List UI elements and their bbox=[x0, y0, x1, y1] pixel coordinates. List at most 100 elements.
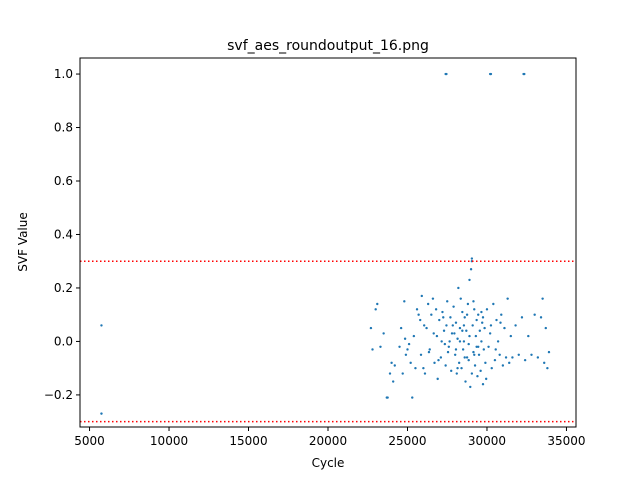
data-point-156 bbox=[458, 340, 462, 343]
data-point-34 bbox=[419, 318, 422, 322]
x-tick-label: 15000 bbox=[229, 434, 267, 448]
plot-area-frame bbox=[79, 57, 577, 428]
data-point-10 bbox=[374, 308, 377, 311]
data-point-131 bbox=[547, 350, 551, 354]
data-point-58 bbox=[450, 369, 453, 373]
data-point-138 bbox=[451, 324, 454, 327]
y-tick-label: 0.6 bbox=[54, 174, 73, 188]
y-axis-label: SVF Value bbox=[16, 212, 30, 272]
data-point-148 bbox=[499, 321, 502, 324]
data-point-103 bbox=[488, 332, 492, 335]
y-axis: −0.2 0.0 0.2 0.4 0.6 0.8 1.0 bbox=[44, 67, 80, 402]
data-point-144 bbox=[480, 310, 483, 314]
data-point-112 bbox=[503, 326, 506, 330]
data-point-134 bbox=[432, 332, 435, 335]
data-point-145 bbox=[484, 377, 488, 381]
y-tick-label: −0.2 bbox=[44, 388, 73, 402]
data-point-67 bbox=[458, 326, 462, 330]
data-point-139 bbox=[456, 366, 459, 370]
data-point-41 bbox=[428, 348, 431, 351]
data-point-153 bbox=[472, 300, 475, 303]
data-point-120 bbox=[520, 316, 524, 319]
data-point-137 bbox=[446, 350, 450, 354]
data-point-84 bbox=[471, 324, 474, 327]
data-point-68 bbox=[459, 297, 462, 300]
data-point-133 bbox=[427, 350, 431, 354]
data-point-86 bbox=[473, 308, 476, 311]
data-point-22 bbox=[401, 372, 404, 375]
data-point-36 bbox=[420, 294, 423, 298]
data-point-60 bbox=[452, 305, 455, 308]
data-point-3 bbox=[445, 72, 448, 76]
data-point-100 bbox=[484, 361, 487, 365]
data-point-18 bbox=[391, 380, 395, 383]
data-point-129 bbox=[544, 326, 547, 330]
data-point-118 bbox=[514, 324, 517, 327]
data-point-107 bbox=[495, 318, 498, 322]
data-point-21 bbox=[399, 326, 403, 330]
data-point-93 bbox=[478, 329, 482, 332]
data-point-132 bbox=[422, 324, 426, 327]
data-point-110 bbox=[500, 313, 503, 316]
data-point-29 bbox=[411, 396, 414, 399]
data-point-123 bbox=[530, 353, 533, 356]
y-tick-label: 0.8 bbox=[54, 121, 73, 135]
data-point-75 bbox=[465, 329, 468, 332]
data-point-160 bbox=[453, 332, 456, 335]
data-point-24 bbox=[403, 337, 407, 340]
data-point-161 bbox=[443, 342, 447, 346]
data-point-37 bbox=[422, 366, 425, 370]
data-point-19 bbox=[393, 364, 396, 367]
data-point-141 bbox=[465, 313, 469, 316]
data-point-83 bbox=[470, 257, 474, 260]
data-point-159 bbox=[473, 353, 476, 356]
threshold-layer bbox=[80, 260, 576, 423]
data-point-44 bbox=[433, 361, 436, 365]
data-point-39 bbox=[425, 326, 428, 330]
data-point-116 bbox=[509, 334, 513, 338]
data-point-130 bbox=[546, 366, 549, 370]
data-point-124 bbox=[533, 313, 536, 316]
x-tick-label: 20000 bbox=[309, 434, 347, 448]
data-point-69 bbox=[460, 366, 463, 370]
data-point-121 bbox=[523, 358, 527, 362]
data-point-0 bbox=[100, 324, 103, 327]
data-point-45 bbox=[434, 308, 438, 311]
data-point-151 bbox=[462, 324, 466, 327]
data-point-136 bbox=[442, 316, 445, 319]
data-point-54 bbox=[445, 324, 448, 327]
data-point-96 bbox=[481, 321, 484, 324]
data-point-28 bbox=[409, 361, 412, 365]
data-point-115 bbox=[508, 361, 511, 365]
data-point-92 bbox=[477, 353, 481, 356]
data-point-105 bbox=[492, 302, 495, 306]
data-point-1 bbox=[100, 412, 103, 415]
data-point-27 bbox=[407, 342, 411, 346]
data-point-7 bbox=[523, 72, 526, 76]
data-point-33 bbox=[417, 313, 420, 316]
y-tick-label: 0.2 bbox=[54, 281, 73, 295]
data-point-108 bbox=[496, 340, 500, 343]
x-tick-label: 5000 bbox=[74, 434, 105, 448]
data-point-94 bbox=[479, 369, 482, 373]
data-point-23 bbox=[403, 300, 406, 303]
data-point-147 bbox=[494, 348, 497, 351]
data-point-17 bbox=[390, 361, 393, 365]
points-layer bbox=[100, 72, 551, 415]
data-point-119 bbox=[517, 353, 520, 356]
data-point-155 bbox=[481, 316, 485, 319]
data-point-61 bbox=[453, 353, 457, 356]
data-point-122 bbox=[527, 334, 530, 338]
data-point-72 bbox=[462, 340, 466, 343]
data-point-46 bbox=[435, 334, 439, 338]
data-point-49 bbox=[439, 356, 443, 359]
data-point-154 bbox=[477, 345, 480, 348]
data-point-52 bbox=[442, 329, 446, 332]
data-point-81 bbox=[469, 268, 473, 271]
data-point-8 bbox=[369, 326, 373, 330]
chart-title: svf_aes_roundoutput_16.png bbox=[227, 38, 429, 54]
data-point-158 bbox=[468, 334, 471, 338]
data-point-12 bbox=[379, 345, 382, 348]
data-point-87 bbox=[473, 364, 477, 367]
